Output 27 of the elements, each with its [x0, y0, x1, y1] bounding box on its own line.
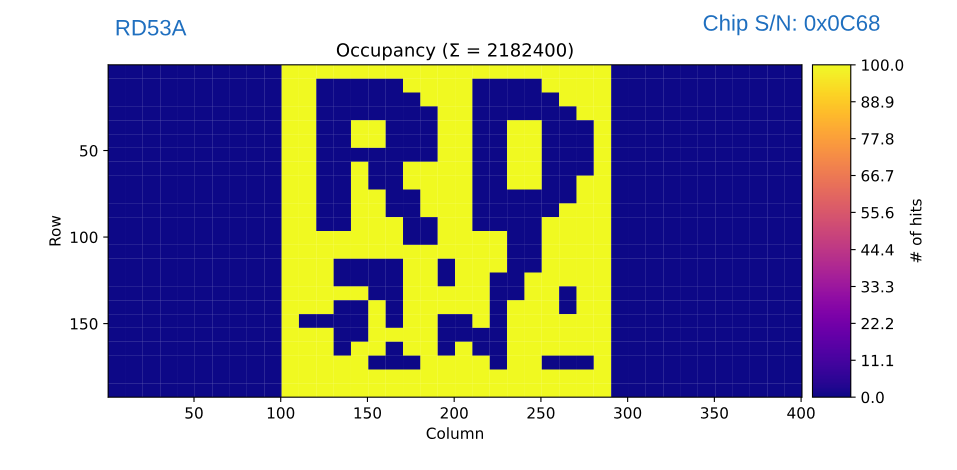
- x-tick-label: 100: [268, 407, 294, 419]
- color-bar-label: 88.9: [862, 96, 894, 108]
- x-tick-label: 300: [614, 407, 642, 419]
- color-bar-label: 33.3: [862, 280, 894, 293]
- color-bar-label: 77.8: [862, 133, 894, 145]
- color-bar-label: 55.6: [862, 206, 894, 218]
- color-bar-label: 66.7: [862, 170, 894, 182]
- x-tick-label: 50: [185, 407, 203, 419]
- x-tick-label: 250: [527, 407, 554, 419]
- y-tick-label: 50: [80, 144, 98, 157]
- x-tick-label: 150: [354, 407, 382, 419]
- color-bar-title: # of hits: [910, 199, 922, 262]
- x-axis-title: Column: [426, 427, 484, 440]
- color-bar-label: 44.4: [861, 244, 894, 256]
- chart-title: Occupancy (Σ = 2182400): [336, 42, 573, 60]
- color-bar-label: 0.0: [862, 392, 884, 404]
- color-bar-label: 11.1: [862, 354, 894, 366]
- y-tick-label: 150: [70, 318, 98, 330]
- y-axis-title: Row: [49, 216, 61, 246]
- x-tick-label: 350: [700, 407, 728, 419]
- color-bar-label: 100.0: [862, 59, 904, 71]
- x-tick-label: 200: [440, 407, 468, 419]
- text: RD53A: [116, 20, 186, 36]
- y-tick-label: 100: [70, 232, 98, 244]
- text: Chip S/N: 0x0C68: [704, 14, 880, 36]
- x-tick-label: 400: [787, 407, 815, 419]
- color-bar-label: 22.2: [862, 318, 893, 330]
